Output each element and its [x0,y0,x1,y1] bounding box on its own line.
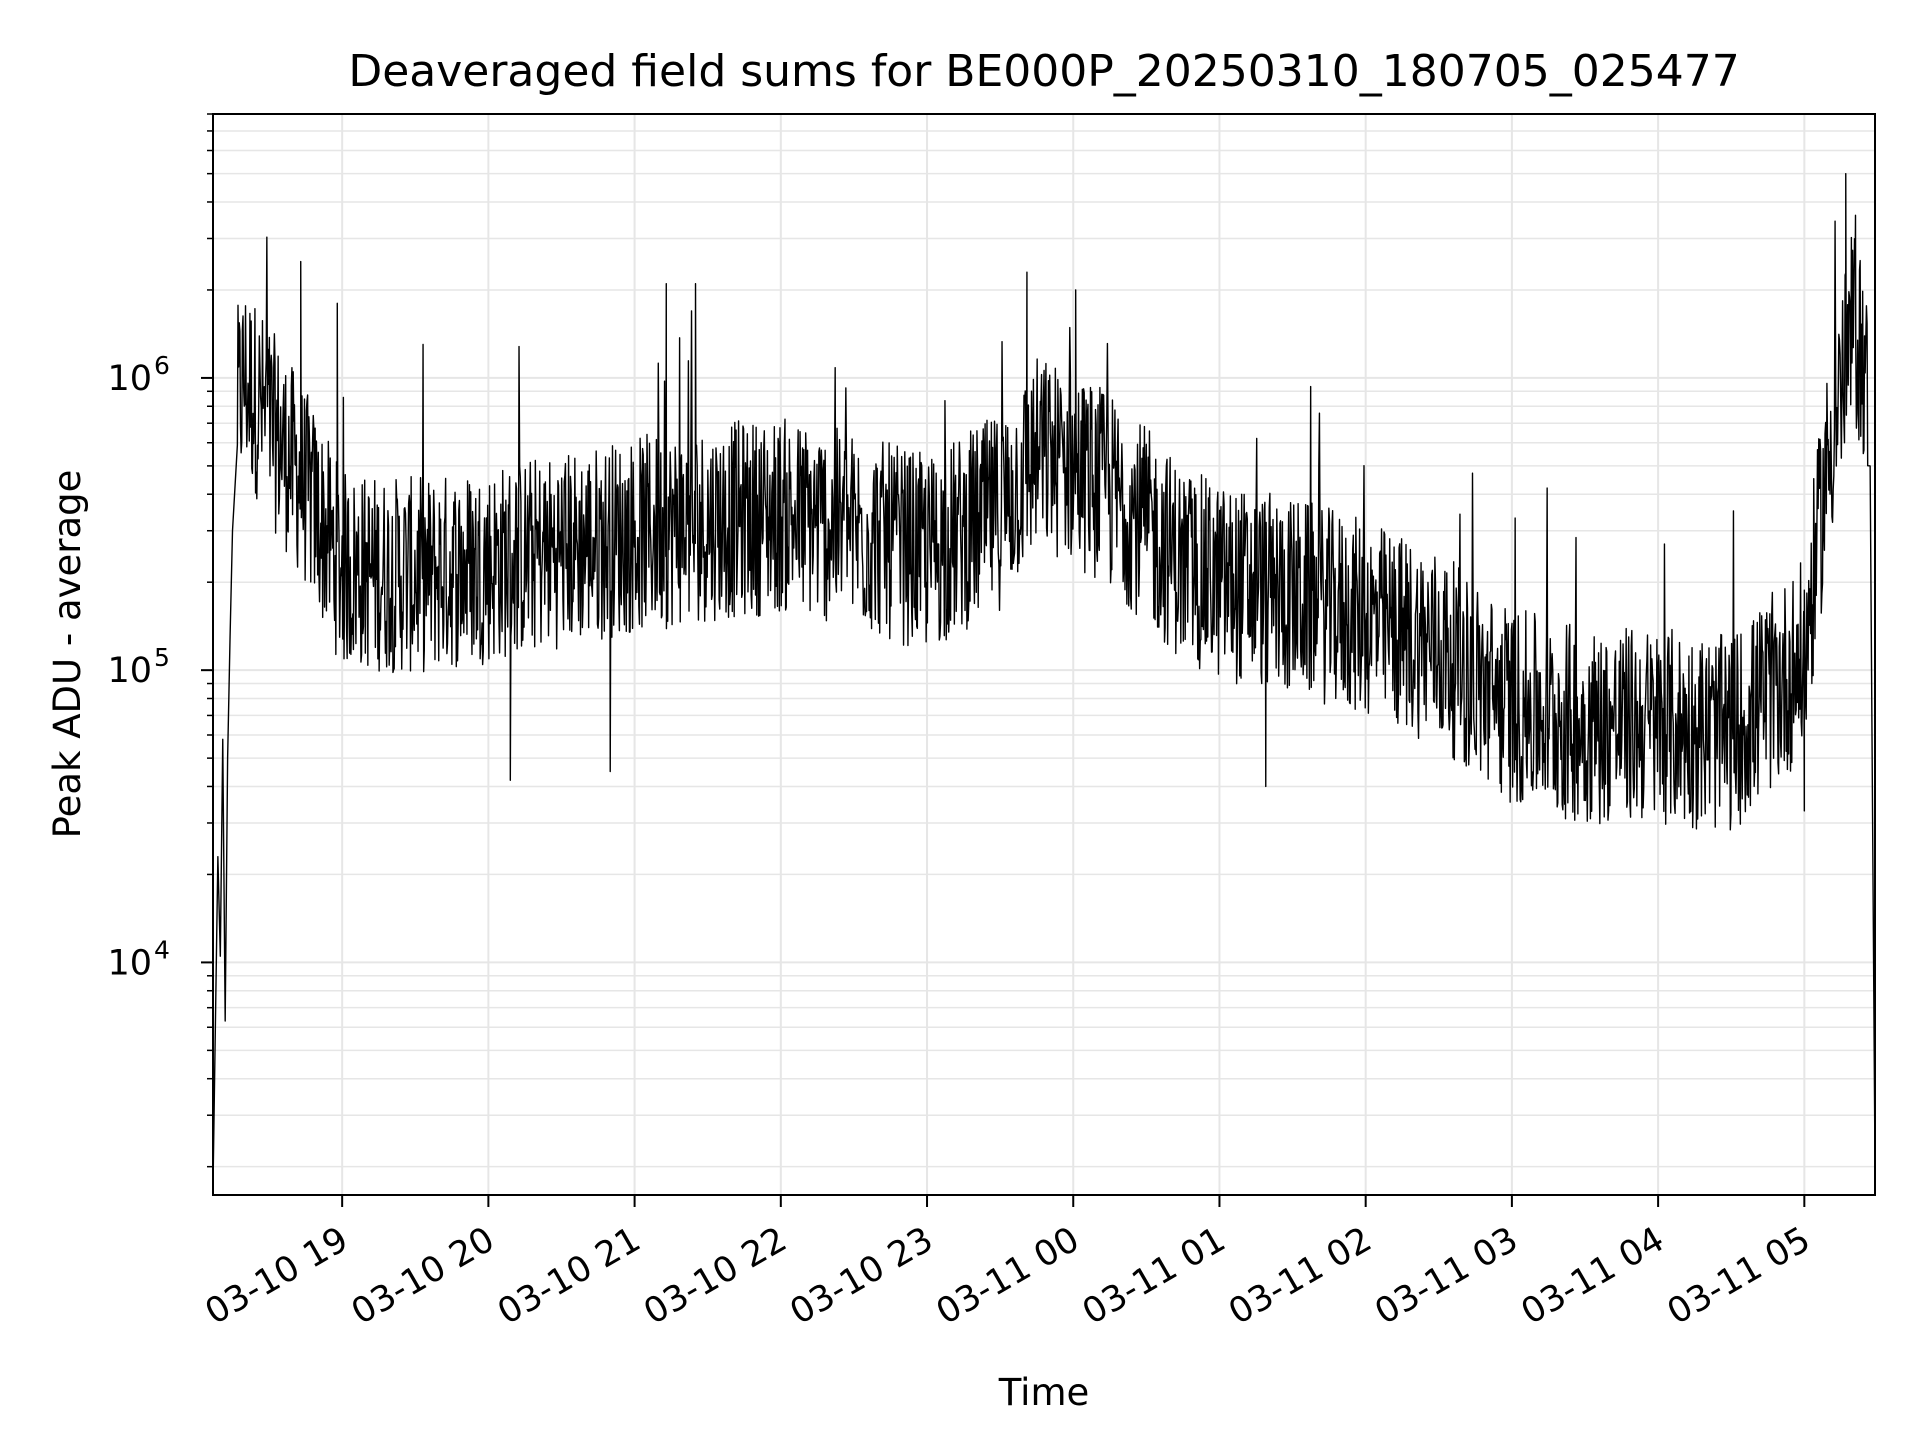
y-tick-exponent: 5 [154,643,170,672]
y-axis-label: Peak ADU - average [46,470,89,839]
y-tick-base: 10 [107,651,152,691]
y-tick-base: 10 [107,943,152,983]
plot-area-frame [212,113,1876,1196]
grid [213,114,1875,1195]
plot-data [213,172,1875,1188]
y-tick-exponent: 4 [154,935,170,964]
series-line [213,172,1875,1188]
y-tick-exponent: 6 [154,351,170,380]
y-tick-label: 10 6 [107,351,169,399]
y-tick-label: 10 4 [107,935,169,983]
y-tick-label: 10 5 [107,643,169,691]
x-axis-label: Time [998,1371,1090,1414]
chart-title: Deaveraged field sums for BE000P_2025031… [348,46,1739,97]
y-tick-base: 10 [107,359,152,399]
